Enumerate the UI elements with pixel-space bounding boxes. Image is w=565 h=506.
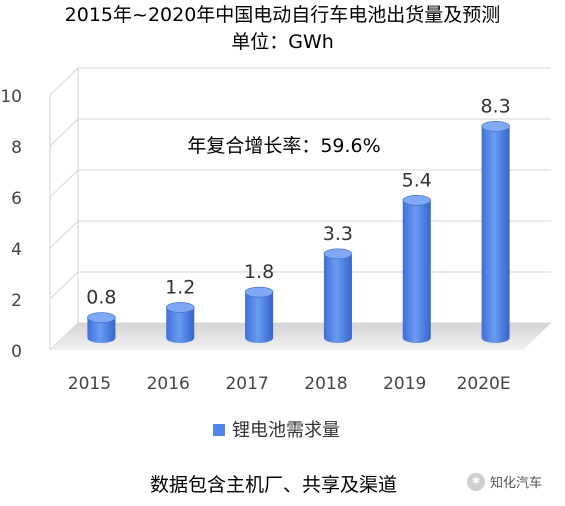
y-tick-label: 2 [11, 291, 22, 311]
gridline-side [49, 220, 79, 249]
bar-top [165, 302, 195, 313]
bars [87, 121, 510, 343]
chart-floor [50, 323, 551, 350]
chart-subtitle: 单位：GWh [231, 31, 334, 53]
bar [166, 307, 195, 343]
bar [402, 200, 431, 343]
data-label: 1.8 [244, 261, 274, 283]
bar-top [402, 195, 432, 206]
data-label: 0.8 [86, 287, 116, 309]
x-tick-label: 2016 [147, 374, 190, 394]
y-tick-label: 4 [11, 240, 22, 260]
watermark-text: 知化汽车 [490, 476, 543, 491]
bar [87, 317, 116, 343]
gridline-side [49, 271, 79, 300]
bar-top [244, 286, 274, 298]
bar [245, 292, 274, 343]
floor-plane [50, 323, 551, 350]
labels: 0 2 4 6 8 10 0.8 2015 1.2 2016 1.8 2017 3.3 2018 5.4 20… [0, 87, 510, 394]
y-tick-label: 6 [11, 189, 22, 209]
footnote: 数据包含主机厂、共享及渠道 [150, 474, 398, 496]
data-label: 5.4 [402, 169, 432, 191]
gridline-side [49, 169, 79, 198]
bar [323, 253, 352, 343]
bar-top [481, 121, 510, 132]
bar [481, 126, 510, 343]
chart-title: 2015年~2020年中国电动自行车电池出货量及预测 [64, 4, 501, 26]
y-tick-label: 10 [0, 87, 22, 107]
gridline-side [49, 118, 79, 147]
x-tick-label: 2020E [457, 374, 511, 394]
watermark: ✱ 知化汽车 [467, 472, 542, 491]
data-label: 1.2 [165, 276, 195, 298]
x-tick-label: 2015 [68, 374, 111, 394]
data-label: 3.3 [323, 223, 353, 245]
bar-top [323, 248, 353, 260]
legend: 锂电池需求量 [213, 420, 340, 441]
data-label: 8.3 [480, 95, 510, 117]
legend-label: 锂电池需求量 [232, 420, 340, 441]
x-tick-label: 2019 [383, 374, 426, 394]
x-tick-label: 2017 [225, 374, 268, 394]
wechat-icon: ✱ [467, 472, 485, 491]
grid [49, 67, 551, 351]
bar-chart: 0 2 4 6 8 10 0.8 2015 1.2 2016 1.8 2017 3.3 2018 5.4 20… [0, 67, 551, 441]
x-tick-label: 2018 [304, 374, 347, 394]
y-tick-label: 8 [11, 138, 22, 158]
gridline-side [49, 67, 79, 96]
bar-top [87, 312, 116, 323]
legend-swatch [213, 424, 225, 436]
y-tick-label: 0 [11, 342, 22, 362]
growth-annotation: 年复合增长率：59.6% [187, 135, 380, 157]
